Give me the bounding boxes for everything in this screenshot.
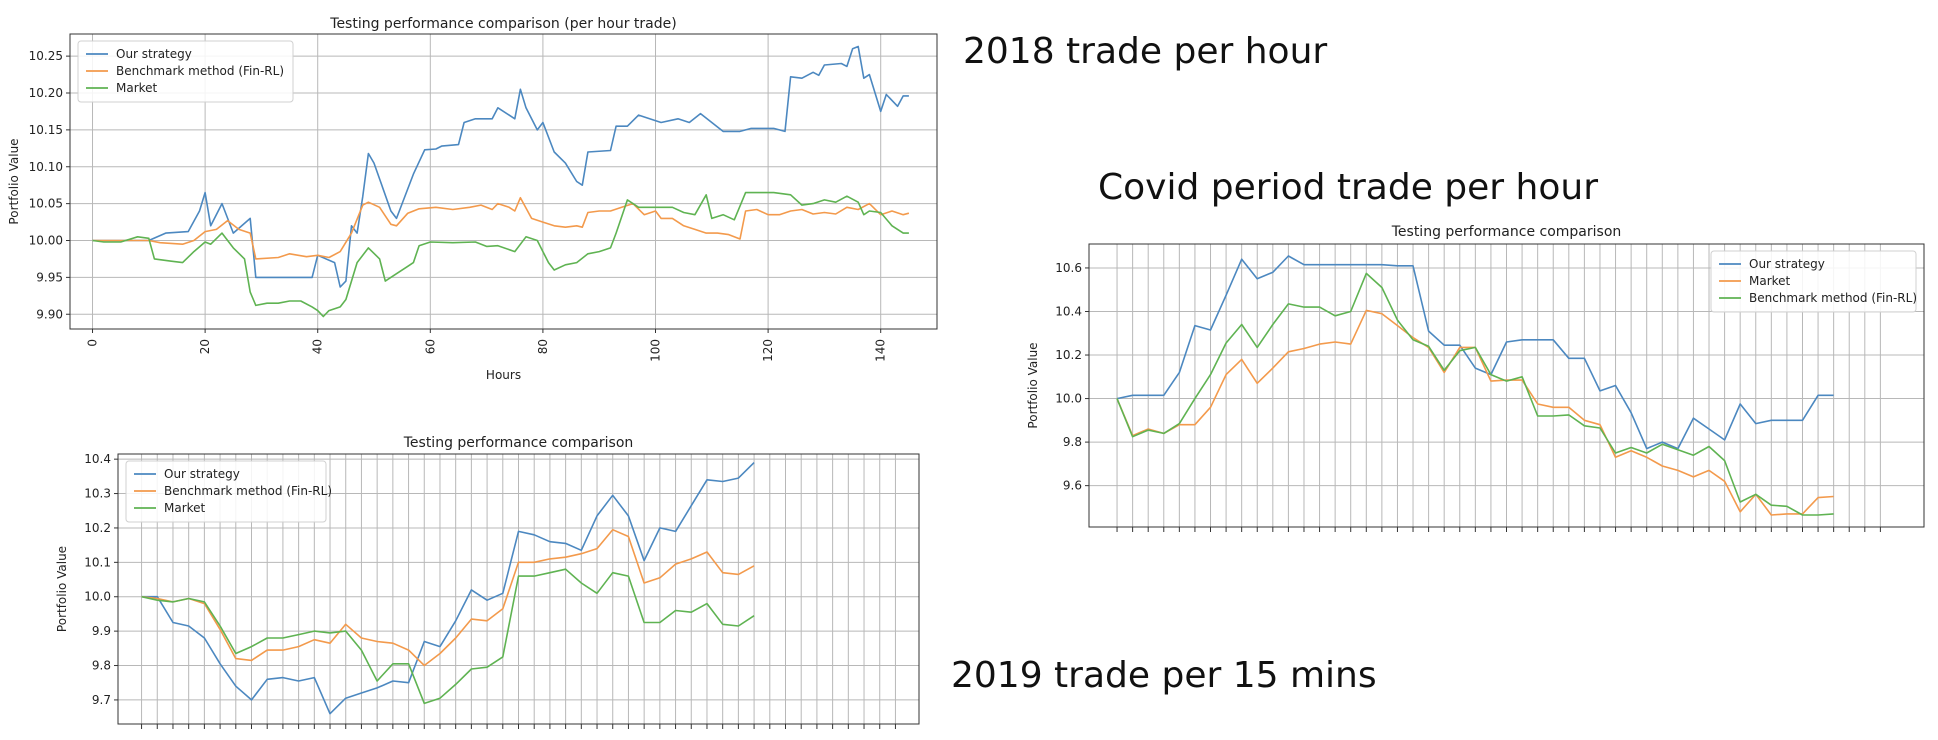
legend: Our strategy Benchmark method (Fin-RL) Mar… — [77, 40, 294, 103]
y-tick-label: 9.6 — [1063, 479, 1082, 493]
y-tick-label: 10.1 — [84, 555, 111, 569]
y-tick-label: 10.10 — [29, 160, 63, 174]
y-tick-label: 9.95 — [36, 270, 63, 284]
legend-label: Benchmark method (Fin-RL) — [116, 64, 284, 78]
caption-2019: 2019 trade per 15 mins — [951, 655, 1377, 696]
y-tick-label: 10.15 — [29, 123, 63, 137]
chart-title: Testing performance comparison — [1391, 224, 1622, 240]
legend-label: Market — [1749, 274, 1791, 288]
y-tick-label: 9.7 — [92, 693, 111, 707]
y-tick-label: 10.2 — [84, 521, 111, 535]
y-tick-label: 10.2 — [1055, 348, 1082, 362]
plot-frame — [69, 33, 938, 330]
x-tick-label: 140 — [874, 339, 888, 362]
legend-label: Benchmark method (Fin-RL) — [1749, 291, 1917, 305]
series-line-blue — [92, 45, 909, 288]
y-tick-label: 9.90 — [36, 307, 63, 321]
x-tick-label: 20 — [198, 339, 212, 354]
x-tick-label: 100 — [649, 339, 663, 362]
legend-label: Market — [164, 501, 206, 515]
y-axis-label: Portfolio Value — [7, 138, 21, 224]
chart-covid-hourly: Testing performance comparison 9.6 9.8 10.0… — [1026, 224, 1925, 532]
series-line-blue — [1116, 255, 1834, 450]
y-tick-label: 9.9 — [92, 624, 111, 638]
y-tick-label: 9.8 — [92, 659, 111, 673]
y-tick-label: 10.3 — [84, 487, 111, 501]
y-tick-label: 10.6 — [1055, 261, 1082, 275]
series-line-blue — [141, 462, 755, 715]
legend: Our strategy Benchmark method (Fin-RL) Mar… — [125, 460, 332, 523]
x-tick-label: 40 — [311, 339, 325, 354]
x-tick-label: 120 — [761, 339, 775, 362]
y-tick-label: 10.0 — [1055, 392, 1082, 406]
series-line-green — [1116, 272, 1834, 516]
x-tick-label: 0 — [86, 339, 100, 347]
plot-frame — [117, 453, 920, 725]
legend-label: Our strategy — [116, 47, 192, 61]
legend-box — [125, 460, 327, 523]
legend-label: Our strategy — [164, 467, 240, 481]
y-tick-label: 10.4 — [1055, 304, 1082, 318]
y-axis-label: Portfolio Value — [55, 546, 69, 632]
series-line-orange — [141, 528, 755, 667]
y-tick-label: 10.25 — [29, 49, 63, 63]
series-line-green — [141, 568, 755, 705]
series-line-green — [92, 191, 909, 318]
legend-box — [77, 40, 294, 103]
caption-2018: 2018 trade per hour — [963, 31, 1328, 72]
legend-box — [1710, 250, 1917, 313]
chart-title: Testing performance comparison (per hour… — [329, 16, 676, 32]
legend-label: Our strategy — [1749, 257, 1825, 271]
y-tick-label: 10.4 — [84, 452, 111, 466]
y-tick-label: 9.8 — [1063, 435, 1082, 449]
plot-frame — [1088, 243, 1925, 528]
y-axis-label: Portfolio Value — [1026, 342, 1040, 428]
chart-2018-hourly: Testing performance comparison (per hour… — [7, 16, 938, 382]
legend: Our strategy Market Benchmark method (Fin-… — [1710, 250, 1917, 313]
chart-title: Testing performance comparison — [403, 435, 634, 451]
legend-label: Market — [116, 81, 158, 95]
x-tick-label: 80 — [536, 339, 550, 354]
y-tick-label: 10.05 — [29, 197, 63, 211]
x-axis-label: Hours — [486, 368, 521, 382]
x-tick-label: 60 — [423, 339, 437, 354]
series-line-orange — [92, 196, 910, 260]
chart-2019-15min: Testing performance comparison 9.7 9.8 9.9 1… — [55, 435, 920, 729]
y-tick-label: 10.00 — [29, 234, 63, 248]
caption-covid: Covid period trade per hour — [1098, 167, 1599, 208]
legend-label: Benchmark method (Fin-RL) — [164, 484, 332, 498]
y-tick-label: 10.0 — [84, 590, 111, 604]
y-tick-label: 10.20 — [29, 86, 63, 100]
